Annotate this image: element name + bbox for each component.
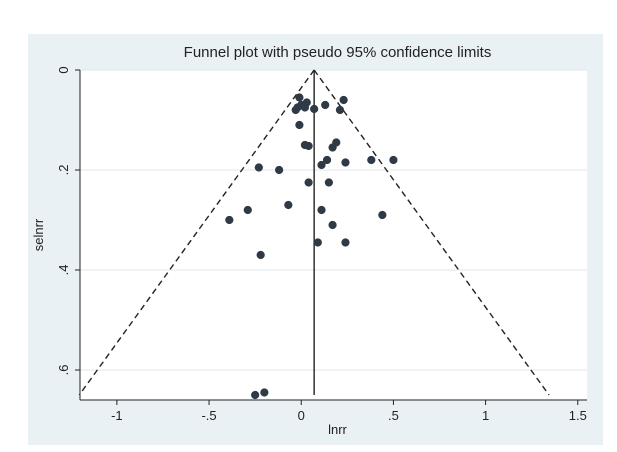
data-point-14 bbox=[304, 141, 313, 151]
x-tick-label-0: -1 bbox=[111, 408, 123, 423]
data-point-16 bbox=[389, 155, 398, 165]
data-point-21 bbox=[275, 165, 284, 175]
data-point-32 bbox=[256, 250, 265, 260]
x-tick-label-4: 1 bbox=[482, 408, 489, 423]
data-point-31 bbox=[341, 238, 350, 247]
data-point-0 bbox=[339, 95, 348, 105]
data-point-29 bbox=[328, 220, 337, 230]
y-axis-label: selnrr bbox=[31, 218, 46, 251]
data-point-33 bbox=[251, 390, 260, 400]
x-axis-label: lnrr bbox=[328, 422, 347, 437]
data-point-8 bbox=[321, 100, 330, 110]
data-point-5 bbox=[291, 105, 300, 115]
data-point-26 bbox=[317, 205, 326, 215]
data-point-27 bbox=[378, 210, 387, 220]
data-point-22 bbox=[304, 178, 313, 187]
data-point-12 bbox=[328, 143, 337, 152]
y-tick-label-3: .6 bbox=[56, 365, 71, 376]
data-point-19 bbox=[341, 158, 350, 167]
y-tick-label-0: 0 bbox=[56, 66, 71, 73]
data-point-9 bbox=[335, 105, 345, 115]
data-point-28 bbox=[225, 215, 234, 225]
data-point-18 bbox=[317, 160, 326, 170]
data-point-10 bbox=[295, 120, 304, 130]
data-point-30 bbox=[313, 238, 322, 247]
data-point-34 bbox=[260, 388, 269, 397]
lower-confidence-limit-line bbox=[78, 69, 315, 396]
data-point-20 bbox=[254, 163, 263, 172]
data-point-24 bbox=[284, 200, 293, 210]
data-point-23 bbox=[324, 178, 333, 187]
x-tick-label-5: 1.5 bbox=[569, 408, 587, 423]
y-tick-label-1: .2 bbox=[56, 165, 71, 176]
chart-title: Funnel plot with pseudo 95% confidence l… bbox=[184, 44, 492, 61]
x-tick-label-1: -.5 bbox=[201, 408, 216, 423]
data-points bbox=[225, 93, 398, 400]
x-tick-label-3: .5 bbox=[388, 408, 399, 423]
grid-lines bbox=[80, 69, 587, 371]
data-point-7 bbox=[310, 104, 319, 114]
plot-area bbox=[80, 70, 587, 400]
axes: -1 -.5 0 .5 1 1.5 0 .2 .4 .6 bbox=[56, 66, 587, 423]
data-point-1 bbox=[295, 93, 304, 102]
x-tick-label-2: 0 bbox=[298, 408, 305, 423]
data-point-25 bbox=[243, 205, 252, 215]
funnel-lines bbox=[78, 69, 550, 396]
data-point-15 bbox=[367, 155, 376, 165]
y-tick-label-2: .4 bbox=[56, 265, 71, 276]
data-point-6 bbox=[300, 103, 310, 112]
data-point-17 bbox=[322, 155, 332, 165]
upper-confidence-limit-line bbox=[313, 69, 550, 396]
